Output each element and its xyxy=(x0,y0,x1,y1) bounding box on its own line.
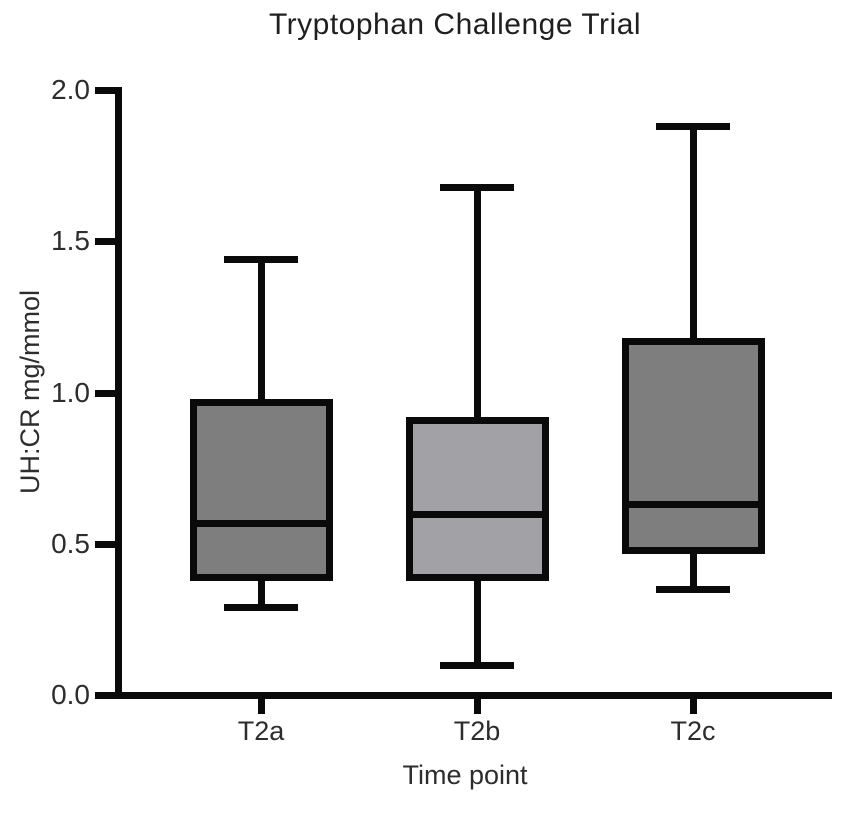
y-tick-label: 1.5 xyxy=(51,225,90,257)
whisker-cap-upper-t2c xyxy=(656,123,730,131)
whisker-lower-t2c xyxy=(690,549,697,590)
y-tick-mark xyxy=(95,389,115,397)
median-t2b xyxy=(405,510,549,518)
y-tick-mark xyxy=(95,238,115,246)
box-t2c xyxy=(621,338,765,554)
y-tick-label: 1.0 xyxy=(51,376,90,408)
y-tick-mark xyxy=(95,692,115,699)
whisker-cap-upper-t2b xyxy=(440,183,514,191)
y-axis-line xyxy=(115,87,122,699)
y-tick-mark xyxy=(95,540,115,548)
box-t2b xyxy=(405,416,549,582)
x-tick-label-t2c: T2c xyxy=(670,716,716,746)
whisker-cap-lower-t2b xyxy=(440,661,514,669)
x-tick-label-t2b: T2b xyxy=(453,716,501,746)
x-tick-mark xyxy=(474,699,481,714)
box-t2a xyxy=(189,398,333,581)
whisker-upper-t2a xyxy=(258,259,265,402)
median-t2a xyxy=(189,519,333,527)
x-axis-label: Time point xyxy=(402,760,528,790)
x-tick-label-t2a: T2a xyxy=(237,716,285,746)
whisker-lower-t2a xyxy=(258,577,265,608)
whisker-upper-t2c xyxy=(690,126,697,342)
whisker-cap-lower-t2c xyxy=(656,586,730,594)
whisker-cap-lower-t2a xyxy=(224,604,298,612)
whisker-upper-t2b xyxy=(474,186,481,420)
chart-title: Tryptophan Challenge Trial xyxy=(268,8,642,41)
whisker-lower-t2b xyxy=(474,577,481,665)
y-tick-label: 0.5 xyxy=(51,527,90,559)
y-tick-mark xyxy=(95,87,115,94)
x-axis-line xyxy=(115,692,832,699)
whisker-cap-upper-t2a xyxy=(224,256,298,264)
x-tick-mark xyxy=(690,699,697,714)
x-tick-mark xyxy=(258,699,265,714)
median-t2c xyxy=(621,501,765,509)
y-tick-label: 2.0 xyxy=(51,74,90,105)
y-tick-label: 0.0 xyxy=(51,679,90,710)
